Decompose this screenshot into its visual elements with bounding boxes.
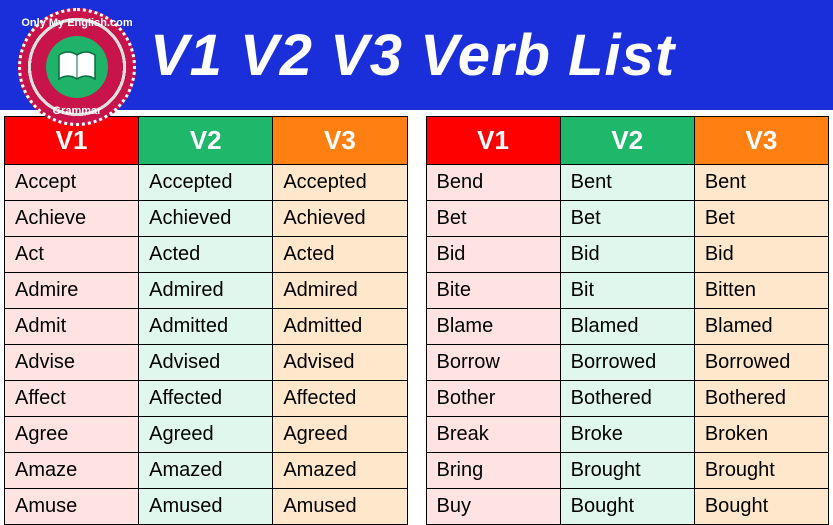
cell-v2: Accepted bbox=[139, 165, 273, 201]
page-title: V1 V2 V3 Verb List bbox=[150, 22, 675, 89]
table-row: BendBentBent bbox=[426, 165, 829, 201]
tables-container: V1 V2 V3 AcceptAcceptedAcceptedAchieveAc… bbox=[0, 110, 833, 525]
cell-v1: Bet bbox=[426, 201, 560, 237]
verb-table-right: V1 V2 V3 BendBentBentBetBetBetBidBidBidB… bbox=[426, 116, 830, 525]
title-banner: Only My English.com Grammar V1 V2 V3 Ver… bbox=[0, 0, 833, 110]
badge-bottom-text: Grammar bbox=[21, 105, 133, 117]
cell-v1: Affect bbox=[5, 381, 139, 417]
cell-v2: Brought bbox=[560, 453, 694, 489]
cell-v3: Bet bbox=[694, 201, 828, 237]
badge-text: Only My English.com Grammar bbox=[21, 11, 133, 123]
cell-v2: Achieved bbox=[139, 201, 273, 237]
table-row: AgreeAgreedAgreed bbox=[5, 417, 408, 453]
cell-v2: Amazed bbox=[139, 453, 273, 489]
cell-v2: Bought bbox=[560, 489, 694, 525]
table-row: AcceptAcceptedAccepted bbox=[5, 165, 408, 201]
cell-v3: Bent bbox=[694, 165, 828, 201]
table-row: BlameBlamedBlamed bbox=[426, 309, 829, 345]
cell-v3: Admired bbox=[273, 273, 407, 309]
table-row: AdmitAdmittedAdmitted bbox=[5, 309, 408, 345]
cell-v2: Bothered bbox=[560, 381, 694, 417]
cell-v3: Amazed bbox=[273, 453, 407, 489]
verb-table-left: V1 V2 V3 AcceptAcceptedAcceptedAchieveAc… bbox=[4, 116, 408, 525]
table-row: AchieveAchievedAchieved bbox=[5, 201, 408, 237]
cell-v1: Buy bbox=[426, 489, 560, 525]
cell-v3: Achieved bbox=[273, 201, 407, 237]
cell-v1: Agree bbox=[5, 417, 139, 453]
cell-v3: Agreed bbox=[273, 417, 407, 453]
cell-v2: Bid bbox=[560, 237, 694, 273]
header-v3: V3 bbox=[273, 117, 407, 165]
table-row: BiteBitBitten bbox=[426, 273, 829, 309]
table-row: AmuseAmusedAmused bbox=[5, 489, 408, 525]
cell-v1: Admit bbox=[5, 309, 139, 345]
table-header-row: V1 V2 V3 bbox=[426, 117, 829, 165]
cell-v3: Acted bbox=[273, 237, 407, 273]
table-row: AdmireAdmiredAdmired bbox=[5, 273, 408, 309]
cell-v1: Bother bbox=[426, 381, 560, 417]
cell-v3: Bitten bbox=[694, 273, 828, 309]
table-row: BotherBotheredBothered bbox=[426, 381, 829, 417]
cell-v2: Agreed bbox=[139, 417, 273, 453]
cell-v2: Bet bbox=[560, 201, 694, 237]
cell-v3: Brought bbox=[694, 453, 828, 489]
cell-v1: Amaze bbox=[5, 453, 139, 489]
table-row: BorrowBorrowedBorrowed bbox=[426, 345, 829, 381]
table-row: ActActedActed bbox=[5, 237, 408, 273]
cell-v1: Act bbox=[5, 237, 139, 273]
table-row: AdviseAdvisedAdvised bbox=[5, 345, 408, 381]
cell-v1: Amuse bbox=[5, 489, 139, 525]
cell-v3: Borrowed bbox=[694, 345, 828, 381]
cell-v1: Borrow bbox=[426, 345, 560, 381]
table-row: AmazeAmazedAmazed bbox=[5, 453, 408, 489]
cell-v1: Advise bbox=[5, 345, 139, 381]
cell-v3: Bothered bbox=[694, 381, 828, 417]
cell-v1: Achieve bbox=[5, 201, 139, 237]
cell-v2: Advised bbox=[139, 345, 273, 381]
cell-v2: Amused bbox=[139, 489, 273, 525]
cell-v3: Broken bbox=[694, 417, 828, 453]
table-row: BringBroughtBrought bbox=[426, 453, 829, 489]
cell-v3: Bought bbox=[694, 489, 828, 525]
cell-v1: Bite bbox=[426, 273, 560, 309]
table-row: BidBidBid bbox=[426, 237, 829, 273]
cell-v3: Bid bbox=[694, 237, 828, 273]
table-body-left: AcceptAcceptedAcceptedAchieveAchievedAch… bbox=[5, 165, 408, 525]
cell-v2: Broke bbox=[560, 417, 694, 453]
header-v3: V3 bbox=[694, 117, 828, 165]
cell-v3: Blamed bbox=[694, 309, 828, 345]
table-row: BuyBoughtBought bbox=[426, 489, 829, 525]
cell-v2: Bit bbox=[560, 273, 694, 309]
cell-v2: Affected bbox=[139, 381, 273, 417]
cell-v3: Advised bbox=[273, 345, 407, 381]
header-v1: V1 bbox=[426, 117, 560, 165]
cell-v1: Bid bbox=[426, 237, 560, 273]
cell-v3: Amused bbox=[273, 489, 407, 525]
header-v2: V2 bbox=[560, 117, 694, 165]
badge-top-text: Only My English.com bbox=[21, 17, 133, 29]
cell-v1: Break bbox=[426, 417, 560, 453]
cell-v3: Affected bbox=[273, 381, 407, 417]
cell-v2: Blamed bbox=[560, 309, 694, 345]
cell-v2: Admired bbox=[139, 273, 273, 309]
cell-v2: Admitted bbox=[139, 309, 273, 345]
cell-v1: Accept bbox=[5, 165, 139, 201]
cell-v1: Blame bbox=[426, 309, 560, 345]
cell-v3: Admitted bbox=[273, 309, 407, 345]
table-row: BreakBrokeBroken bbox=[426, 417, 829, 453]
cell-v1: Admire bbox=[5, 273, 139, 309]
table-row: AffectAffectedAffected bbox=[5, 381, 408, 417]
header-v2: V2 bbox=[139, 117, 273, 165]
cell-v2: Bent bbox=[560, 165, 694, 201]
table-body-right: BendBentBentBetBetBetBidBidBidBiteBitBit… bbox=[426, 165, 829, 525]
table-row: BetBetBet bbox=[426, 201, 829, 237]
cell-v2: Acted bbox=[139, 237, 273, 273]
logo-badge: Only My English.com Grammar bbox=[18, 8, 136, 126]
cell-v1: Bring bbox=[426, 453, 560, 489]
cell-v1: Bend bbox=[426, 165, 560, 201]
cell-v3: Accepted bbox=[273, 165, 407, 201]
cell-v2: Borrowed bbox=[560, 345, 694, 381]
